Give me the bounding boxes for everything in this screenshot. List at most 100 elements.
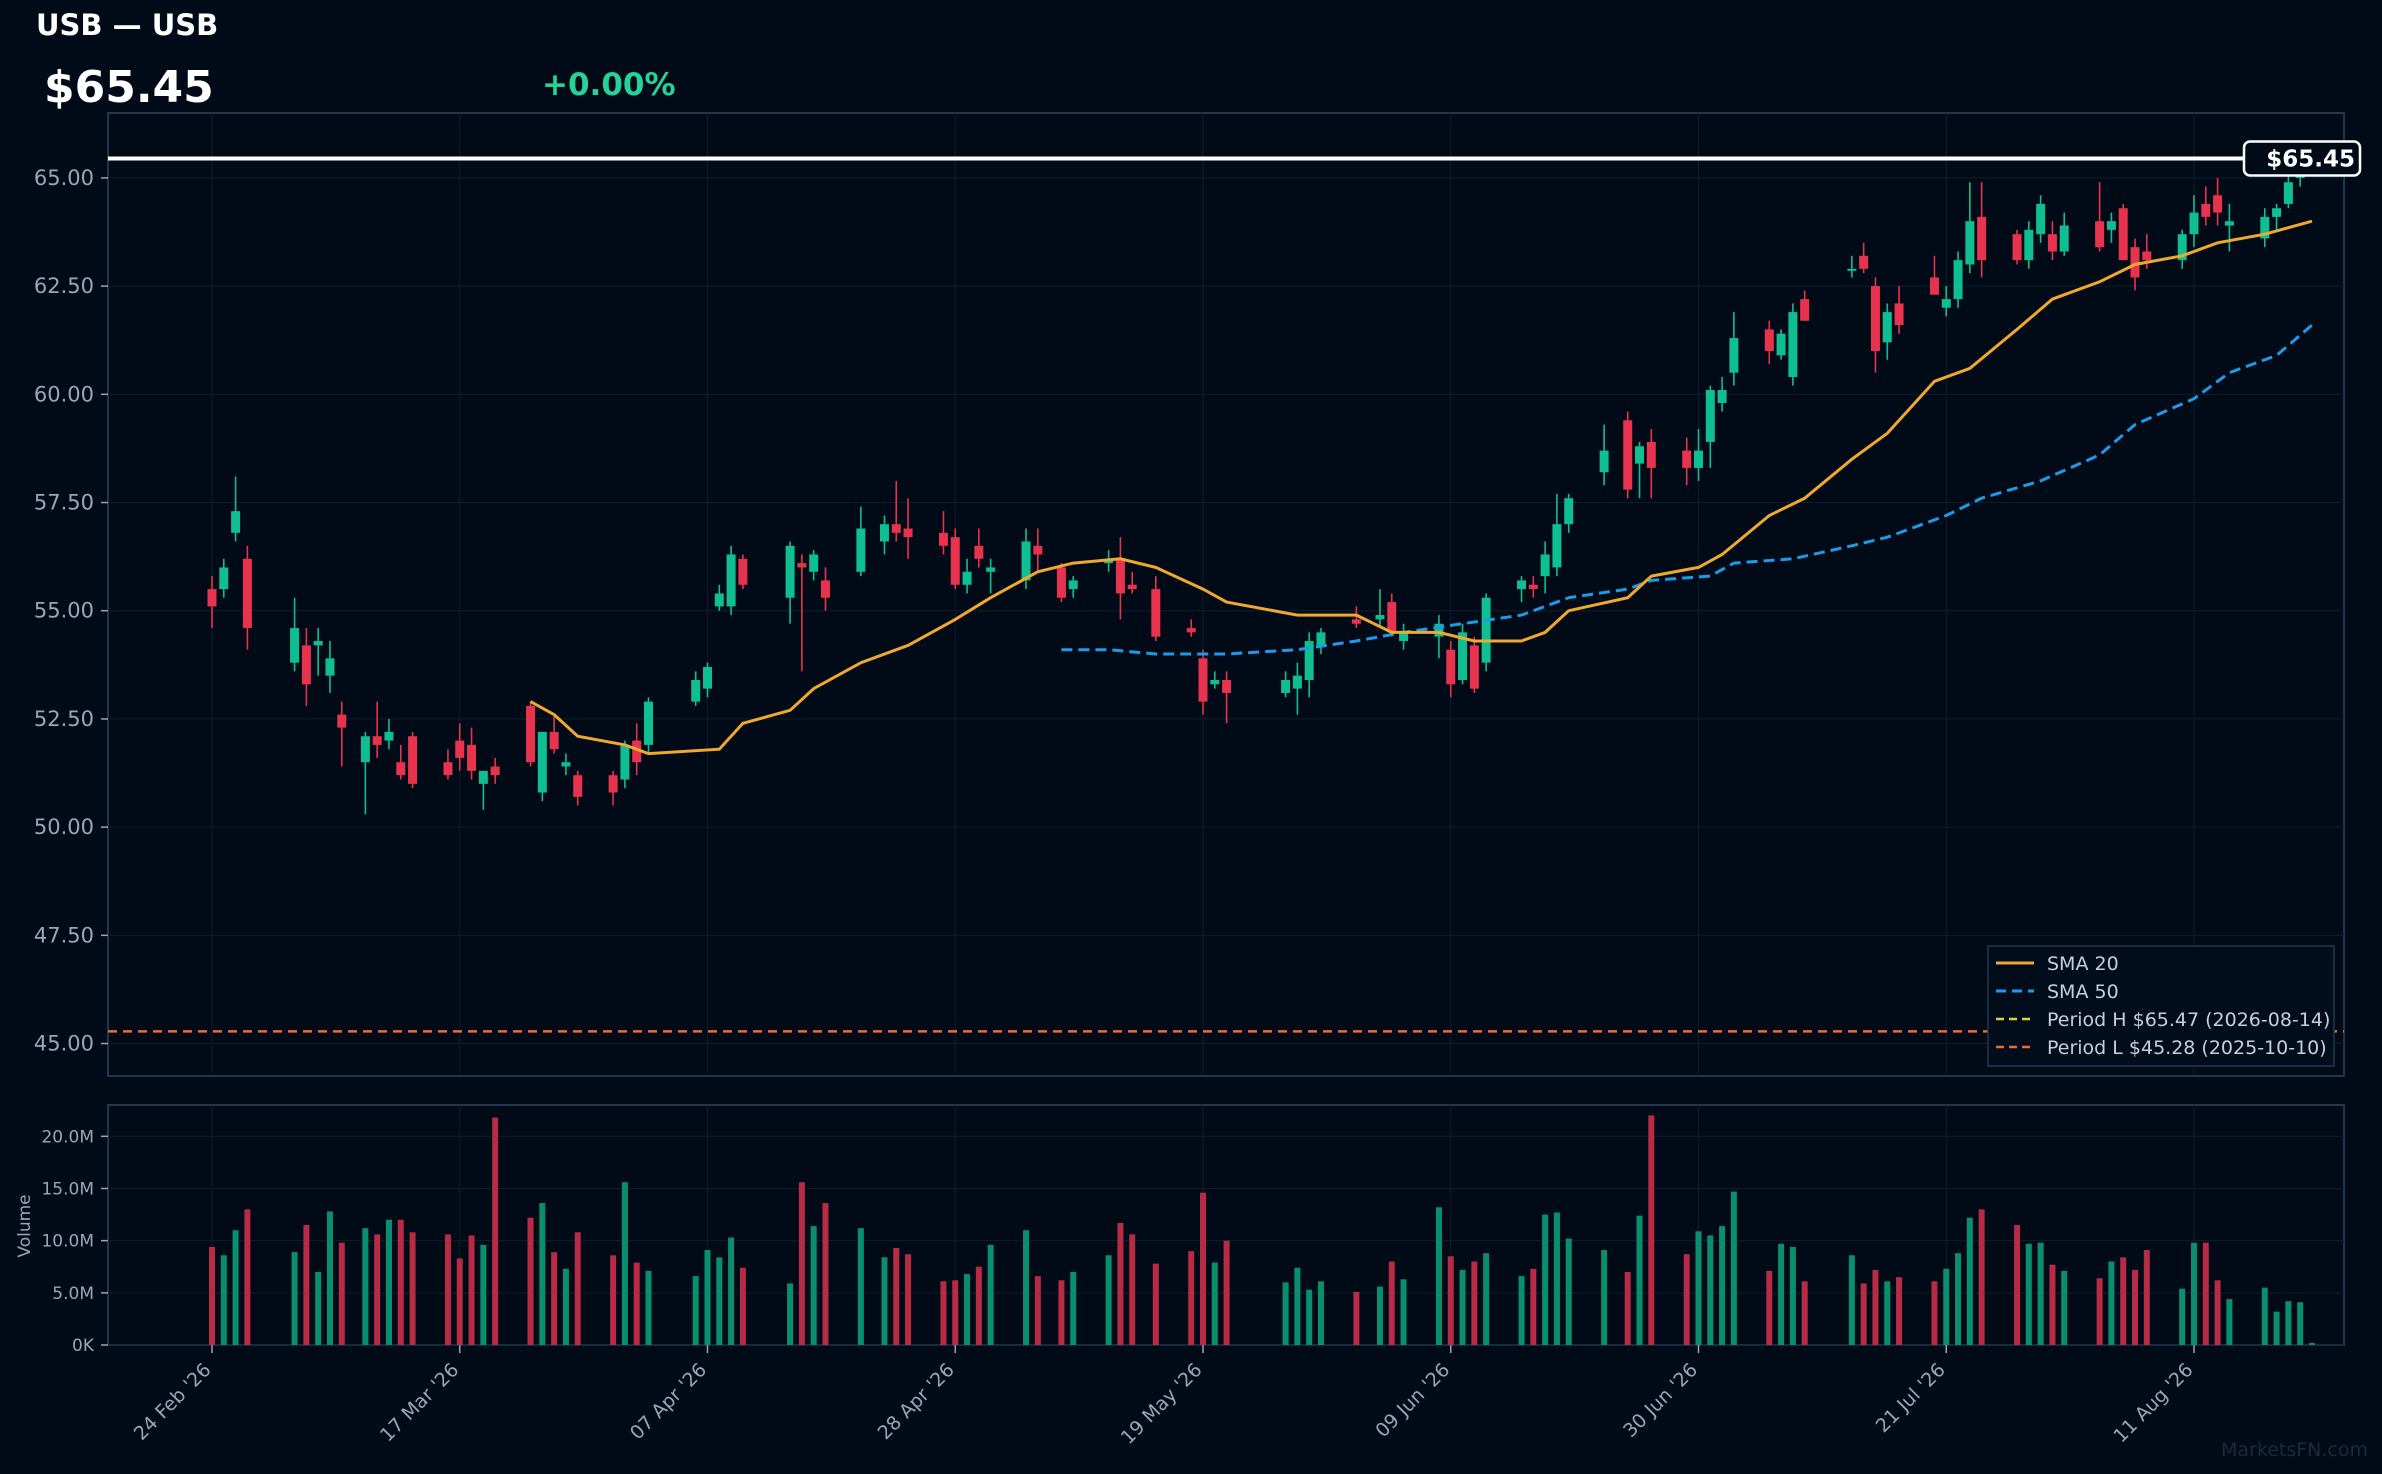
- candle: [2012, 229, 2022, 265]
- volume-bar: [975, 1266, 982, 1345]
- candle: [372, 701, 382, 758]
- candle-body: [1198, 658, 1208, 702]
- candle: [207, 576, 217, 629]
- candle: [2224, 203, 2234, 252]
- candle-body: [2012, 234, 2022, 261]
- candle: [891, 480, 901, 542]
- volume-bar: [551, 1252, 558, 1345]
- volume-bar: [1105, 1255, 1112, 1345]
- date-tick-label: 11 Aug '26: [2109, 1359, 2197, 1447]
- candle: [1517, 576, 1527, 603]
- candle: [1552, 493, 1562, 577]
- price-tick-label: 45.00: [34, 1032, 94, 1056]
- candle: [1859, 242, 1869, 274]
- candle-body: [526, 705, 536, 763]
- candle: [986, 558, 996, 594]
- candle-body: [443, 762, 453, 776]
- volume-bar: [2214, 1280, 2221, 1345]
- candle: [455, 723, 465, 771]
- sma-lines: [529, 219, 2313, 756]
- volume-bar: [1471, 1261, 1478, 1345]
- candle-body: [455, 740, 465, 758]
- sma50-line: [1061, 323, 2313, 656]
- candle-body: [2224, 221, 2234, 226]
- date-tick-label: 28 Apr '26: [874, 1359, 959, 1444]
- volume-tick-label: 10.0M: [41, 1232, 94, 1252]
- candle: [726, 545, 736, 616]
- volume-bar: [1955, 1253, 1962, 1345]
- candle-body: [1682, 450, 1692, 468]
- candle: [2047, 221, 2057, 261]
- candle: [1941, 286, 1951, 317]
- volume-bar: [940, 1281, 947, 1345]
- candle-body: [1068, 580, 1078, 590]
- candle-body: [290, 628, 300, 663]
- volume-bar: [728, 1237, 735, 1345]
- volume-bar: [2061, 1270, 2068, 1345]
- volume-bar: [716, 1257, 723, 1345]
- candle: [1210, 671, 1220, 689]
- candle-body: [691, 679, 701, 702]
- volume-bar: [1282, 1282, 1289, 1345]
- volume-bar: [610, 1255, 617, 1345]
- candle-body: [408, 736, 418, 784]
- candle-body: [2130, 247, 2140, 278]
- volume-bar: [562, 1268, 569, 1345]
- candle: [1965, 182, 1975, 274]
- volume-bar: [2226, 1299, 2233, 1345]
- candle-body: [1387, 602, 1397, 633]
- volume-bar: [1695, 1231, 1702, 1345]
- candle-body: [242, 558, 252, 629]
- candle-body: [301, 645, 311, 685]
- candle: [242, 545, 252, 650]
- legend-label-period-high: Period H $65.47 (2026-08-14): [2047, 1009, 2330, 1031]
- candle: [467, 727, 477, 780]
- candle-body: [608, 775, 618, 793]
- volume-axis-label: Volume: [15, 1194, 35, 1257]
- volume-bar: [987, 1244, 994, 1345]
- candle-body: [2189, 212, 2199, 235]
- candle-body: [573, 775, 583, 797]
- candle-body: [820, 580, 830, 598]
- price-tick-label: 60.00: [34, 382, 94, 406]
- candle: [1198, 649, 1208, 715]
- volume-tick-label: 20.0M: [41, 1127, 94, 1147]
- volume-bar: [692, 1276, 699, 1345]
- volume-bar: [739, 1267, 746, 1345]
- candle: [1399, 623, 1409, 650]
- candle: [1694, 428, 1703, 481]
- candle: [1281, 671, 1291, 698]
- candle-body: [1316, 632, 1326, 646]
- candle: [1788, 303, 1798, 386]
- candle-body: [1281, 679, 1291, 693]
- volume-bar: [2025, 1243, 2032, 1345]
- candle-body: [1764, 329, 1774, 352]
- candle-body: [1646, 441, 1656, 468]
- volume-bar: [232, 1230, 239, 1345]
- volume-bar: [1683, 1254, 1690, 1345]
- candle: [2095, 182, 2105, 252]
- candle-body: [1564, 498, 1574, 525]
- candle-body: [2024, 229, 2034, 261]
- candle-body: [1292, 675, 1302, 689]
- volume-bar: [1483, 1253, 1490, 1345]
- candle: [797, 554, 807, 672]
- candle-body: [207, 589, 217, 607]
- candle: [1705, 385, 1715, 468]
- volume-bar: [1400, 1279, 1407, 1345]
- candle: [1222, 671, 1232, 724]
- candle-body: [1446, 649, 1456, 685]
- candle: [644, 697, 654, 754]
- candle: [313, 628, 323, 676]
- candle: [1870, 277, 1880, 373]
- candle: [443, 749, 453, 780]
- candle: [537, 731, 547, 802]
- candle: [2272, 203, 2282, 230]
- volume-bar: [468, 1235, 475, 1345]
- candle: [1882, 303, 1892, 360]
- volume-bar: [303, 1225, 310, 1345]
- candle-body: [714, 593, 724, 607]
- volume-bar: [1624, 1271, 1631, 1345]
- volume-bar: [1730, 1191, 1737, 1345]
